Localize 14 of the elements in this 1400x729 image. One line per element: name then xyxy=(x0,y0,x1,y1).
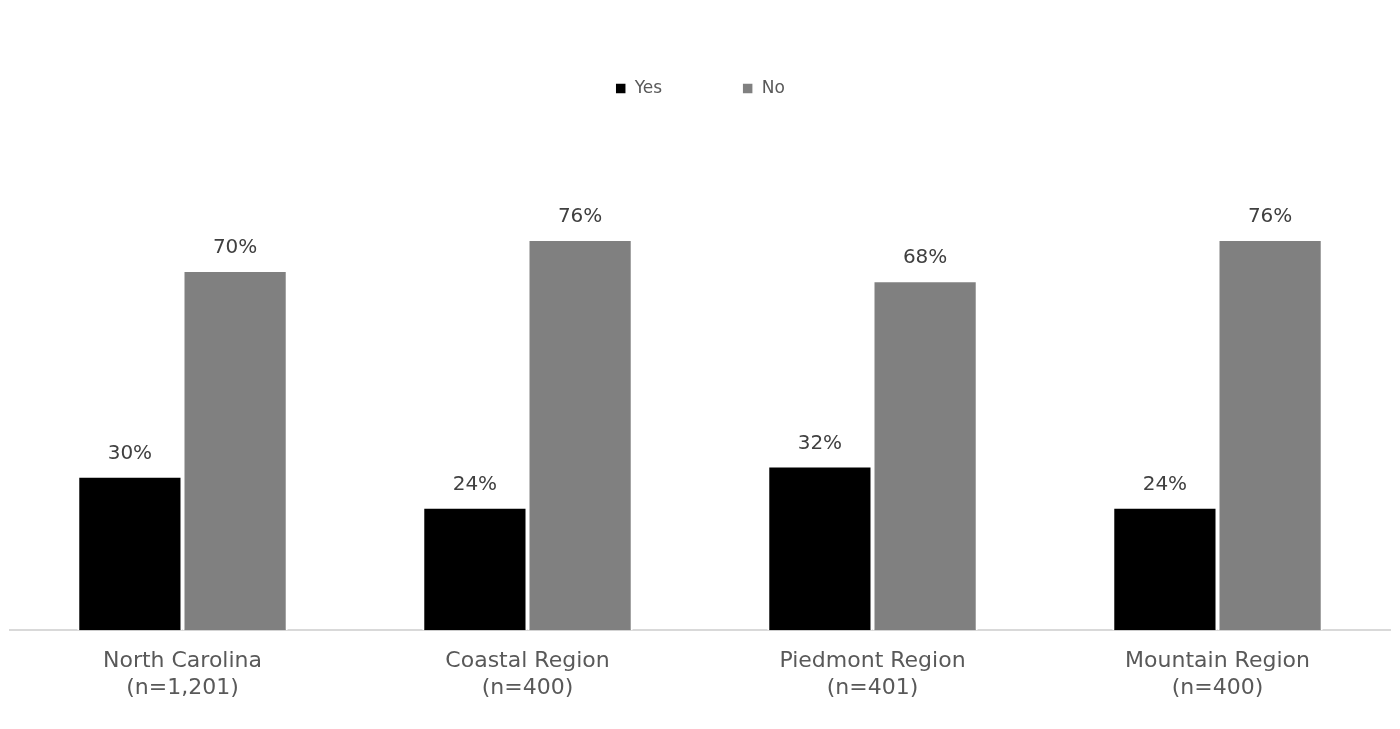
data-label: 24% xyxy=(452,470,498,495)
data-label: 24% xyxy=(1142,470,1188,495)
data-label: 32% xyxy=(797,429,843,454)
data-label: 76% xyxy=(1247,203,1293,228)
x-tick-label: North Carolina (n=1,201) xyxy=(102,647,263,699)
legend-label: No xyxy=(761,76,785,97)
x-tick-label: Piedmont Region (n=401) xyxy=(779,647,966,699)
data-label: 70% xyxy=(212,234,258,259)
x-tick-label: Coastal Region (n=400) xyxy=(445,647,610,699)
legend-label: Yes xyxy=(633,76,663,97)
data-label: 30% xyxy=(107,440,153,464)
x-tick-label: Mountain Region (n=400) xyxy=(1125,647,1310,699)
data-label: 76% xyxy=(557,203,603,228)
data-label: 68% xyxy=(902,244,948,269)
